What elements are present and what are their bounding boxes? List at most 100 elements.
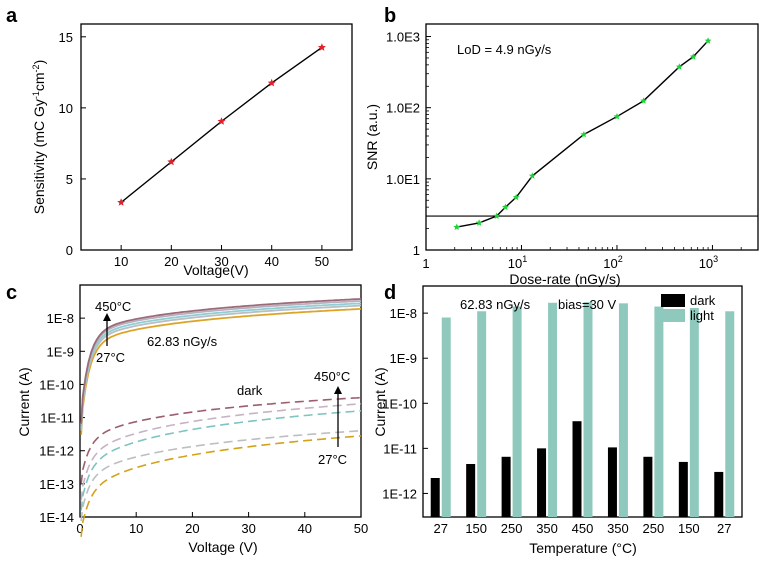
panel-d-x-label-text: Temperature (°C) [529, 540, 637, 556]
panel-c-y-tick-label: 1E-9 [47, 344, 74, 359]
panel-a-x-ticks: 10 20 30 40 50 [114, 245, 329, 269]
panel-d-y-ticks: 1E-12 1E-11 1E-10 1E-9 1E-8 [382, 306, 428, 501]
panel-d-bar-light [548, 302, 558, 517]
panel-b-data-point [613, 113, 621, 120]
panel-d-bar-dark [466, 463, 476, 517]
panel-c-light-hot-label: 450°C [95, 299, 131, 314]
panel-a-x-tick-label: 20 [164, 254, 178, 269]
panel-a-y-label-part3: ) [31, 60, 47, 65]
panel-c-y-tick-label: 1E-11 [40, 411, 74, 426]
legend-light-label: light [690, 308, 714, 323]
panel-c-curves [80, 298, 362, 537]
panel-b-x-tick-exponent: 1 [522, 254, 527, 264]
panel-a-y-tick-label: 10 [59, 101, 73, 116]
panel-a-y-tick-label: 0 [66, 243, 73, 258]
panel-d-bias-label: bias=30 V [558, 297, 617, 312]
panel-c-y-tick-label: 1E-12 [39, 444, 74, 459]
panel-c-light-curve [80, 302, 362, 429]
panel-d-y-tick-label: 1E-8 [390, 306, 417, 321]
legend-dark-label: dark [690, 293, 716, 308]
panel-c-dark-curve [80, 403, 362, 501]
panel-b-y-tick-label: 1.0E1 [386, 172, 420, 187]
panel-d-bar-light [477, 311, 487, 517]
panel-b-data-point [502, 203, 509, 211]
panel-a-x-tick-label: 30 [214, 254, 228, 269]
panel-c-dark-cold-label: 27°C [318, 452, 347, 467]
panel-d-x-tick-label: 350 [536, 521, 558, 536]
panel-c-dark-curve [80, 430, 362, 522]
panel-a-label: a [6, 5, 18, 27]
panel-a-y-tick-label: 5 [66, 172, 73, 187]
panel-d-dose-label: 62.83 nGy/s [460, 297, 531, 312]
panel-b-y-tick-label: 1 [413, 243, 420, 258]
panel-a-y-tick-label: 15 [59, 30, 73, 45]
panel-b-label: b [384, 5, 396, 27]
panel-b-x-tick-label: 102 [603, 254, 622, 271]
panel-d-y-tick-label: 1E-10 [382, 396, 417, 411]
panel-a-y-label-part2: cm [31, 72, 47, 91]
panel-b-y-tick-label: 1.0E2 [386, 101, 420, 116]
panel-c-x-tick-label: 50 [354, 521, 368, 536]
panel-d-x-tick-label: 250 [501, 521, 523, 536]
panel-c-light-curve [80, 308, 362, 435]
panel-c-y-label: Current (A) [16, 367, 32, 436]
panel-d-bar-light [654, 306, 664, 517]
panel-a-y-label: Sensitivity (mC Gy-1cm-2) [31, 60, 47, 215]
panel-c-x-ticks: 0 10 20 30 40 50 [76, 512, 368, 536]
panel-d-y-tick-label: 1E-12 [382, 486, 417, 501]
panel-c-x-tick-label: 10 [129, 521, 143, 536]
panel-b-data-point [640, 97, 647, 104]
panel-d-x-tick-label: 350 [607, 521, 629, 536]
panel-b-series-line [456, 40, 709, 228]
panel-c-dark-curve [80, 435, 362, 537]
panel-c-y-tick-label: 1E-10 [39, 377, 74, 392]
panel-c: c 0 10 20 30 40 50 1E-141E-131E-121E-111E-101… [6, 282, 368, 555]
panel-d-label: d [384, 282, 396, 304]
panel-d-x-tick-label: 150 [678, 521, 700, 536]
panel-d-bar-dark [430, 477, 440, 517]
panel-a-x-label: Voltage(V) [183, 262, 248, 278]
panel-a-x-tick-label: 50 [315, 254, 329, 269]
panel-c-dark-arrow-head [334, 386, 342, 394]
panel-a-data-point [217, 117, 226, 125]
panel-c-light-cold-label: 27°C [96, 350, 125, 365]
panel-d-bar-light [618, 303, 628, 517]
panel-b-data-point [528, 172, 536, 179]
panel-c-dark-curve [80, 410, 362, 511]
panel-b-axes-frame [425, 23, 759, 251]
panel-c-axes-frame [79, 284, 362, 518]
panel-b-x-tick-exponent: 2 [618, 254, 623, 264]
panel-d-bar-light [512, 306, 522, 517]
panel-c-dark-hot-label: 450°C [314, 369, 350, 384]
panel-c-dark-label: dark [237, 383, 263, 398]
panel-c-dark-curve [80, 396, 362, 484]
panel-b-y-tick-label: 1.0E3 [386, 30, 420, 45]
panel-b-y-ticks: 1 1.0E1 1.0E2 1.0E3 [386, 30, 431, 258]
panel-c-dose-label: 62.83 nGy/s [147, 334, 218, 349]
panel-b-x-tick-label: 1 [422, 256, 429, 271]
panel-c-label: c [6, 282, 17, 304]
panel-b-data-point [512, 193, 520, 201]
panel-b-x-tick-exponent: 3 [713, 254, 718, 264]
panel-d-bar-dark [501, 456, 511, 517]
panel-c-x-tick-label: 40 [298, 521, 312, 536]
panel-d-x-tick-label: 150 [465, 521, 487, 536]
panel-a-x-tick-label: 10 [114, 254, 128, 269]
panel-d-bar-dark [678, 461, 688, 517]
panel-d-bar-dark [714, 471, 724, 517]
panel-a-y-label-exp2: -2 [31, 64, 41, 72]
panel-a-y-label-part1: Sensitivity (mC Gy [31, 99, 47, 214]
panel-b-lod-annotation: LoD = 4.9 nGy/s [457, 42, 552, 57]
panel-c-light-curve [80, 304, 362, 431]
panel-c-y-ticks: 1E-14 1E-13 1E-12 1E-11 1E-10 1E-9 1E-8 [39, 311, 85, 525]
panel-b-markers [453, 37, 712, 230]
panel-d-bar-light [583, 302, 593, 517]
panel-d-x-tick-label: 27 [717, 521, 731, 536]
panel-d-bar-light [725, 311, 735, 517]
panel-c-x-tick-label: 20 [185, 521, 199, 536]
panel-d-bar-dark [643, 456, 653, 517]
panel-d-bar-light [441, 317, 451, 517]
panel-d-bar-dark [537, 448, 547, 517]
